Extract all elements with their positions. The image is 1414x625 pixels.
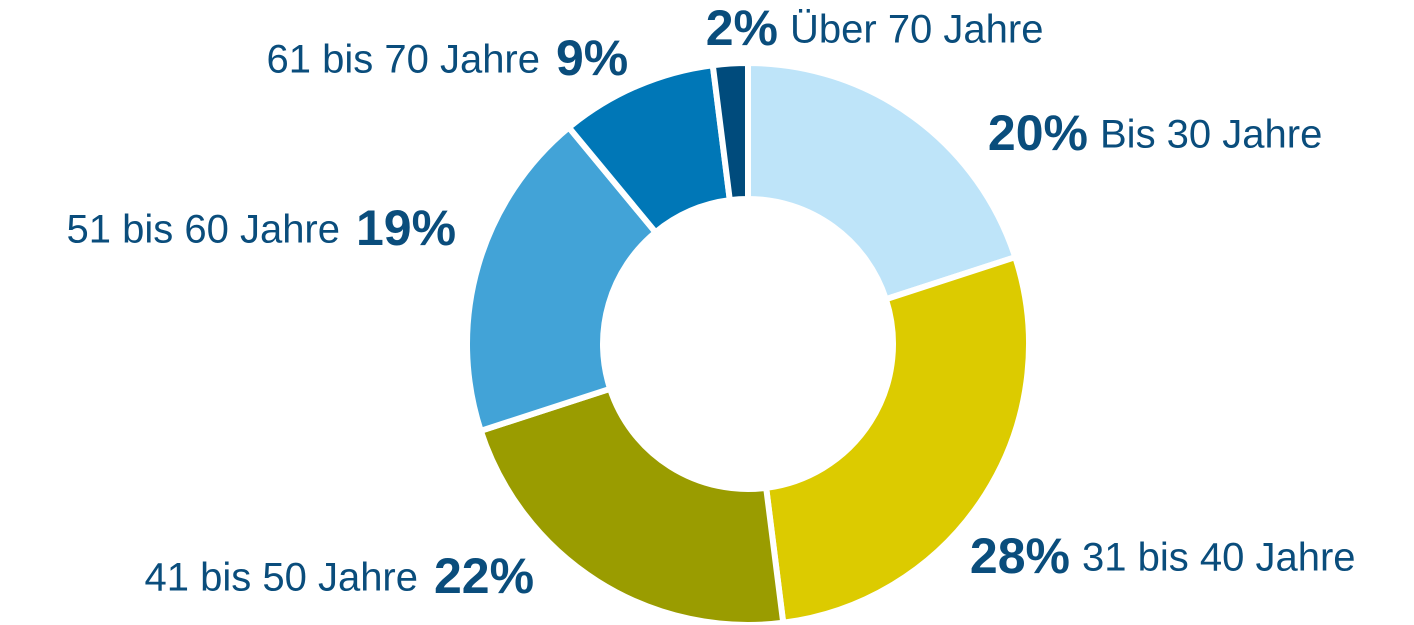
- category-label: 51 bis 60 Jahre: [66, 208, 340, 252]
- donut-slice: [464, 123, 660, 435]
- value-label: 22%: [434, 548, 534, 604]
- value-label: 28%: [970, 528, 1070, 584]
- value-label: 19%: [356, 200, 456, 256]
- category-label: Über 70 Jahre: [790, 8, 1043, 52]
- category-label: 41 bis 50 Jahre: [144, 556, 418, 600]
- donut-slice: [745, 59, 1020, 303]
- donut-slice: [476, 385, 787, 625]
- value-label: 2%: [706, 0, 778, 56]
- category-label: 31 bis 40 Jahre: [1082, 536, 1356, 580]
- value-label: 9%: [556, 30, 628, 86]
- category-label: 61 bis 70 Jahre: [266, 38, 540, 82]
- category-label: Bis 30 Jahre: [1100, 113, 1322, 157]
- donut-slice: [762, 253, 1032, 625]
- donut-slice: [709, 59, 751, 204]
- value-label: 20%: [988, 105, 1088, 161]
